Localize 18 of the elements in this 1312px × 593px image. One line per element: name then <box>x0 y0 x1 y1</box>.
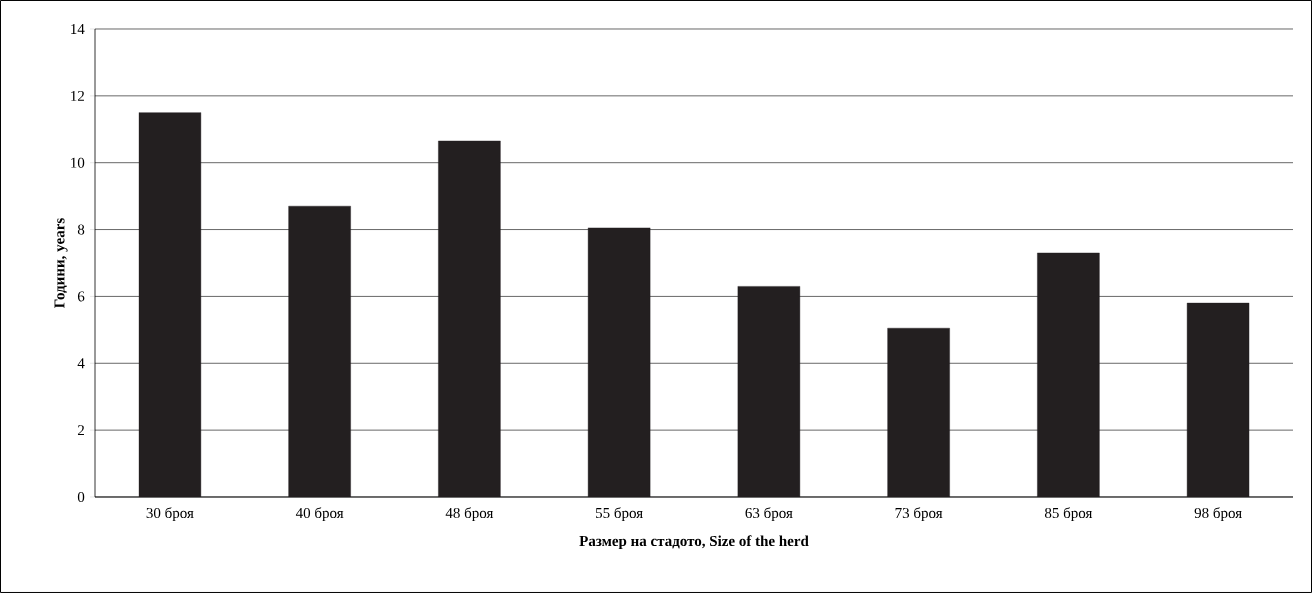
y-axis-title: Години, years <box>54 218 68 308</box>
x-axis-title: Размер на стадото, Size of the herd <box>579 535 809 550</box>
y-tick-label: 12 <box>71 90 84 101</box>
x-tick-label: 48 броя <box>445 507 494 522</box>
y-tick-label: 10 <box>71 157 85 168</box>
x-tick-label: 30 броя <box>146 507 194 522</box>
x-tick-label: 98 броя <box>1194 507 1242 522</box>
x-tick-label: 55 броя <box>596 507 643 522</box>
x-tick-label: 40 броя <box>295 507 344 522</box>
y-tick-label: 14 <box>71 24 85 34</box>
x-tick-label: 85 броя <box>1044 507 1093 522</box>
y-tick-label: 2 <box>77 425 84 436</box>
y-tick-label: 4 <box>77 358 85 369</box>
y-tick-label: 0 <box>77 491 85 503</box>
x-tick-label: 63 броя <box>745 507 793 522</box>
y-tick-label: 6 <box>77 291 85 302</box>
x-tick-label: 73 броя <box>895 507 943 522</box>
y-tick-label: 8 <box>77 224 85 235</box>
